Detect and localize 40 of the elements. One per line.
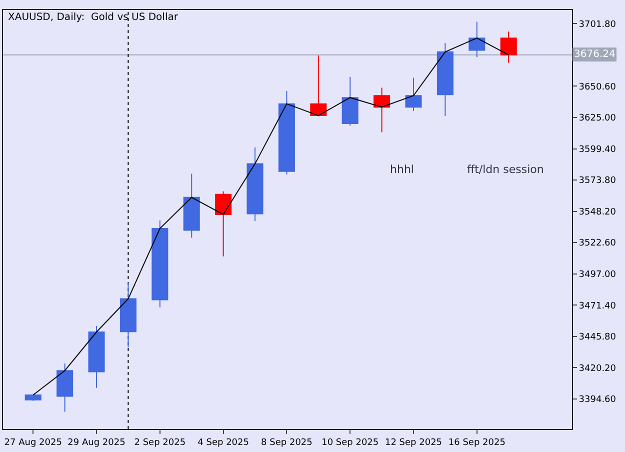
candlestick xyxy=(342,76,358,126)
candlestick xyxy=(436,42,454,117)
candlestick xyxy=(152,220,168,308)
x-tick-label: 29 Aug 2025 xyxy=(68,438,126,448)
x-tick-label: 16 Sep 2025 xyxy=(448,438,506,448)
y-tick-label: 3625.00 xyxy=(578,114,616,124)
x-tick-label: 2 Sep 2025 xyxy=(134,438,186,448)
candlestick xyxy=(468,21,486,58)
candlestick xyxy=(88,326,105,388)
y-tick-label: 3497.00 xyxy=(578,270,616,280)
y-tick-label: 3599.40 xyxy=(578,144,616,155)
candlestick xyxy=(183,173,200,238)
x-tick-label: 27 Aug 2025 xyxy=(4,438,62,448)
x-tick-label: 12 Sep 2025 xyxy=(384,438,442,448)
annotation: hhhl xyxy=(390,163,414,176)
annotation: fft/ldn session xyxy=(467,163,544,176)
x-tick-label: 10 Sep 2025 xyxy=(322,438,379,448)
y-tick-label: 3573.80 xyxy=(578,176,616,186)
y-tick-label: 3445.80 xyxy=(578,332,616,343)
candlestick xyxy=(310,54,327,116)
y-tick-label: 3420.20 xyxy=(578,364,616,374)
y-tick-label: 3522.60 xyxy=(578,238,616,249)
candlestick xyxy=(56,363,74,412)
chart-title: XAUUSD, Daily: Gold vs US Dollar xyxy=(8,12,179,23)
x-tick-label: 4 Sep 2025 xyxy=(198,438,249,448)
candlestick xyxy=(405,77,422,112)
candlestick xyxy=(278,90,295,175)
y-tick-label: 3650.60 xyxy=(578,82,616,92)
candlestick xyxy=(500,31,517,64)
candlestick xyxy=(24,394,42,402)
x-tick-label: 8 Sep 2025 xyxy=(261,438,312,448)
y-tick-label: 3394.60 xyxy=(578,395,616,406)
ref-line-label: 3676.24 xyxy=(574,49,616,60)
candlestick xyxy=(215,190,232,257)
candlestick xyxy=(120,282,136,348)
y-tick-label: 3471.40 xyxy=(578,301,616,312)
y-tick-label: 3548.20 xyxy=(578,207,616,218)
candlestick xyxy=(374,87,390,133)
candlestick xyxy=(246,146,264,222)
y-tick-label: 3701.80 xyxy=(578,20,616,30)
